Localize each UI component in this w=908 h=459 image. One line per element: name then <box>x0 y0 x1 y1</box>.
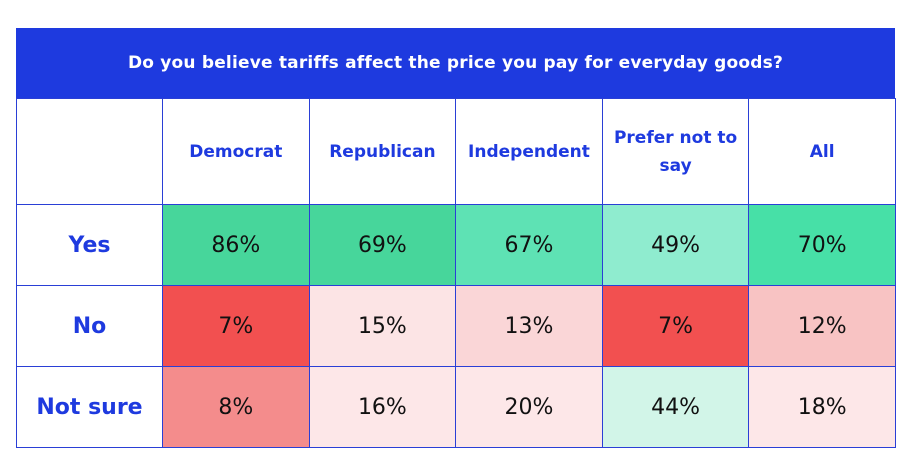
value-cell-no-4: 12% <box>748 285 896 367</box>
value-cell-not-sure-0: 8% <box>162 366 310 448</box>
value-cell-yes-0: 86% <box>162 204 310 286</box>
results-table: Democrat Republican Independent Prefer n… <box>16 98 896 448</box>
value-cell-yes-2: 67% <box>455 204 603 286</box>
table-row-no: No 7% 15% 13% 7% 12% <box>16 285 896 367</box>
table-title: Do you believe tariffs affect the price … <box>16 28 895 98</box>
table-row-not-sure: Not sure 8% 16% 20% 44% 18% <box>16 366 896 448</box>
corner-cell <box>16 98 163 205</box>
value-cell-yes-1: 69% <box>308 204 457 286</box>
value-cell-yes-4: 70% <box>748 204 896 286</box>
row-header-no: No <box>16 285 163 367</box>
value-cell-no-0: 7% <box>162 285 310 367</box>
value-cell-no-3: 7% <box>601 285 750 367</box>
value-cell-not-sure-3: 44% <box>601 366 750 448</box>
value-cell-no-2: 13% <box>455 285 603 367</box>
value-cell-not-sure-2: 20% <box>455 366 603 448</box>
row-header-yes: Yes <box>16 204 163 286</box>
value-cell-not-sure-4: 18% <box>748 366 896 448</box>
value-cell-no-1: 15% <box>308 285 457 367</box>
column-header-independent: Independent <box>455 98 603 205</box>
column-header-democrat: Democrat <box>162 98 310 205</box>
row-header-not-sure: Not sure <box>16 366 163 448</box>
column-header-republican: Republican <box>308 98 457 205</box>
column-header-prefer-not-to-say: Prefer not to say <box>601 98 750 205</box>
table-row-yes: Yes 86% 69% 67% 49% 70% <box>16 204 896 286</box>
column-header-all: All <box>748 98 896 205</box>
value-cell-yes-3: 49% <box>601 204 750 286</box>
value-cell-not-sure-1: 16% <box>308 366 457 448</box>
header-row: Democrat Republican Independent Prefer n… <box>16 98 896 205</box>
tariff-survey-table: Do you believe tariffs affect the price … <box>16 28 896 448</box>
